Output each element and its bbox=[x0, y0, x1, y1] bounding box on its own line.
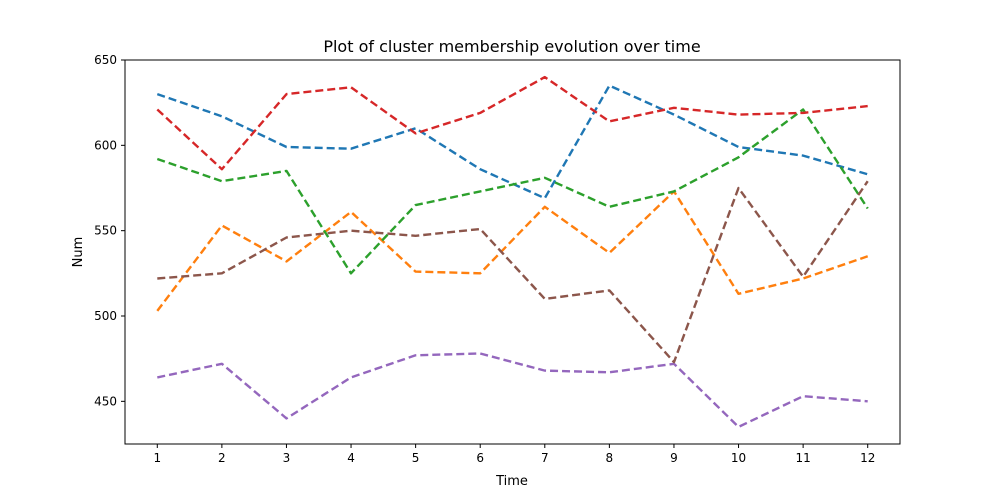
x-tick-label: 4 bbox=[347, 451, 355, 465]
y-axis: 450 500 550 600 650 bbox=[94, 53, 125, 408]
y-tick-label: 500 bbox=[94, 309, 117, 323]
x-axis: 1 2 3 4 5 6 7 8 9 10 11 12 bbox=[153, 444, 875, 465]
plot-area bbox=[156, 75, 869, 429]
series-line-5 bbox=[157, 352, 868, 429]
x-tick-label: 10 bbox=[731, 451, 746, 465]
x-tick-label: 1 bbox=[153, 451, 161, 465]
series-line-1 bbox=[156, 84, 869, 200]
x-tick-label: 6 bbox=[476, 451, 484, 465]
series-line-6 bbox=[157, 180, 869, 364]
x-tick-label: 9 bbox=[670, 451, 678, 465]
series-line-2 bbox=[156, 190, 869, 312]
x-axis-label: Time bbox=[495, 474, 528, 489]
y-tick-label: 650 bbox=[94, 53, 117, 67]
y-tick-label: 600 bbox=[94, 138, 117, 152]
x-tick-label: 12 bbox=[860, 451, 875, 465]
x-tick-label: 3 bbox=[283, 451, 291, 465]
y-tick-label: 550 bbox=[94, 224, 117, 238]
x-tick-label: 2 bbox=[218, 451, 226, 465]
x-tick-label: 11 bbox=[795, 451, 810, 465]
axes-frame bbox=[124, 59, 901, 445]
y-tick-label: 450 bbox=[94, 394, 117, 408]
x-tick-label: 7 bbox=[541, 451, 549, 465]
series-line-4 bbox=[156, 75, 868, 171]
series-line-3 bbox=[156, 108, 869, 275]
chart-title: Plot of cluster membership evolution ove… bbox=[323, 37, 700, 56]
x-tick-label: 5 bbox=[412, 451, 420, 465]
x-tick-label: 8 bbox=[606, 451, 614, 465]
y-axis-label: Num bbox=[71, 237, 86, 268]
